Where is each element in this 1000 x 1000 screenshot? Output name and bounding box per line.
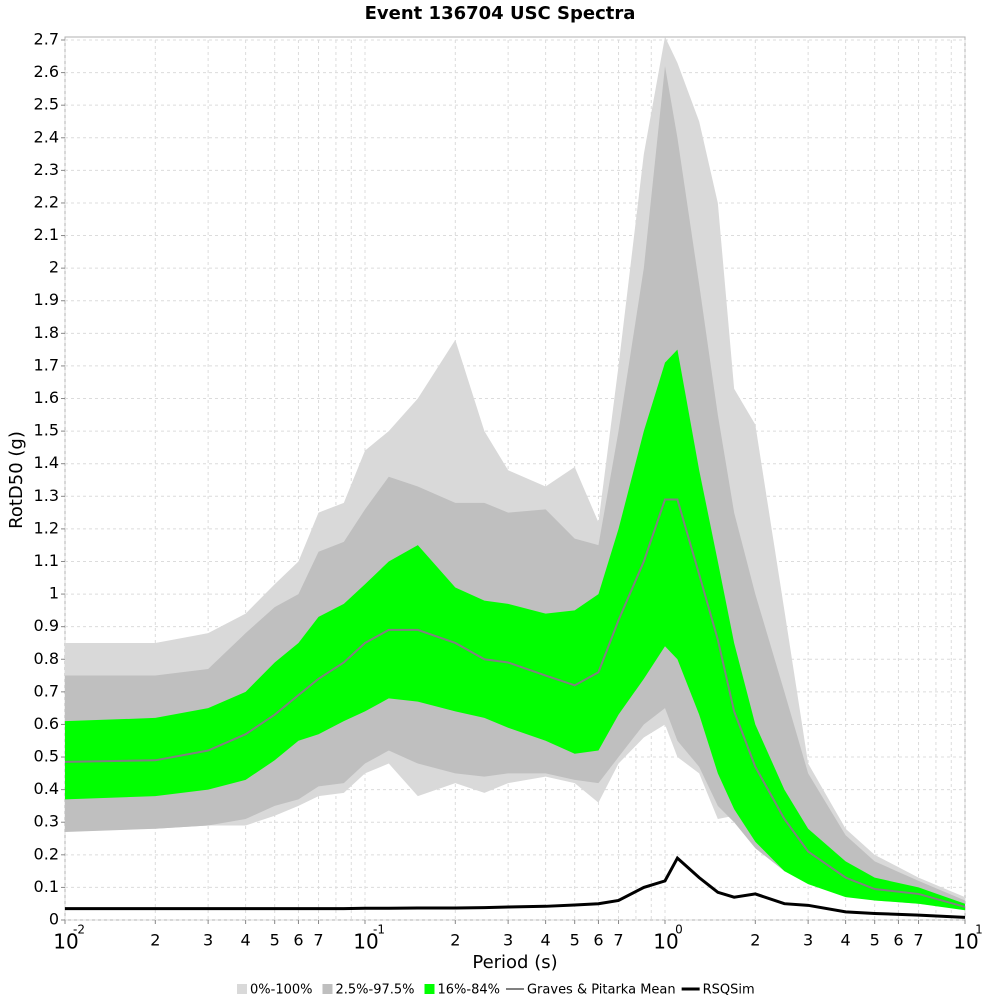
x-tick-label: 7 <box>913 931 923 950</box>
x-axis-label: Period (s) <box>472 952 557 973</box>
x-tick-label: 2 <box>450 931 460 950</box>
x-tick-label: 6 <box>293 931 303 950</box>
legend-label: 0%-100% <box>250 983 312 998</box>
x-tick-label: 10 <box>953 930 978 954</box>
x-tick-label: 3 <box>803 931 813 950</box>
y-tick-label: 1.5 <box>34 421 59 440</box>
legend-label: 2.5%-97.5% <box>335 983 414 998</box>
y-tick-label: 0.1 <box>34 877 59 896</box>
y-tick-label: 1.6 <box>34 388 59 407</box>
x-tick-label: 4 <box>841 931 851 950</box>
x-tick-label: 4 <box>541 931 551 950</box>
legend: 0%-100% 2.5%-97.5% 16%-84% Graves & Pitarka… <box>237 983 755 998</box>
y-tick-label: 1.1 <box>34 551 59 570</box>
y-tick-label: 2.4 <box>34 127 59 146</box>
y-tick-label: 1.8 <box>34 323 59 342</box>
y-tick-label: 2.5 <box>34 95 59 114</box>
legend-label: 16%-84% <box>438 983 500 998</box>
axes: 0 0.1 0.2 0.3 0.4 0.5 0.6 0.7 0.8 0.9 1 1.1 1.2 1.3 1.… <box>34 30 983 954</box>
y-tick-label: 0.3 <box>34 812 59 831</box>
plot-area <box>64 36 966 919</box>
x-tick-label: 3 <box>503 931 513 950</box>
y-tick-label: 0.5 <box>34 747 59 766</box>
chart-title: Event 136704 USC Spectra <box>365 3 636 24</box>
x-tick-label: 3 <box>203 931 213 950</box>
x-tick-label: 10 <box>653 930 678 954</box>
y-tick-label: 1.7 <box>34 355 59 374</box>
y-tick-label: 2.2 <box>34 192 59 211</box>
x-tick-label: 5 <box>270 931 280 950</box>
y-tick-label: 2 <box>49 258 59 277</box>
y-tick-label: 0.7 <box>34 681 59 700</box>
y-tick-label: 2.1 <box>34 225 59 244</box>
y-tick-label: 1.4 <box>34 453 59 472</box>
band-area <box>65 349 965 911</box>
y-tick-label: 1.9 <box>34 290 59 309</box>
y-tick-label: 1.3 <box>34 486 59 505</box>
x-tick-exponent: -2 <box>73 923 85 937</box>
x-tick-exponent: 0 <box>675 923 683 937</box>
x-tick-label: 2 <box>150 931 160 950</box>
x-tick-label: 10 <box>53 930 78 954</box>
x-tick-exponent: -1 <box>373 923 385 937</box>
y-tick-label: 0.4 <box>34 779 59 798</box>
x-tick-label: 6 <box>893 931 903 950</box>
x-tick-label: 6 <box>593 931 603 950</box>
series-line <box>65 855 966 919</box>
x-tick-label: 7 <box>313 931 323 950</box>
y-tick-label: 0.8 <box>34 649 59 668</box>
legend-swatch <box>322 984 333 994</box>
series-line <box>64 498 966 908</box>
y-tick-label: 0.2 <box>34 844 59 863</box>
legend-swatch <box>424 984 435 994</box>
y-tick-label: 2.3 <box>34 160 59 179</box>
y-tick-label: 2.7 <box>34 30 59 49</box>
x-tick-label: 5 <box>870 931 880 950</box>
y-tick-label: 1 <box>49 584 59 603</box>
legend-swatch <box>237 984 247 994</box>
y-tick-label: 0.6 <box>34 714 59 733</box>
x-tick-label: 10 <box>353 930 378 954</box>
x-tick-label: 2 <box>750 931 760 950</box>
legend-label: Graves & Pitarka Mean <box>527 983 676 998</box>
y-tick-label: 0.9 <box>34 616 59 635</box>
x-tick-exponent: 1 <box>975 923 983 937</box>
y-axis-label: RotD50 (g) <box>6 431 27 529</box>
x-tick-label: 7 <box>613 931 623 950</box>
x-tick-label: 5 <box>570 931 580 950</box>
y-tick-label: 1.2 <box>34 518 59 537</box>
y-tick-label: 0 <box>49 910 59 929</box>
x-tick-label: 4 <box>241 931 251 950</box>
y-tick-label: 2.6 <box>34 62 59 81</box>
legend-label: RSQSim <box>703 983 755 998</box>
